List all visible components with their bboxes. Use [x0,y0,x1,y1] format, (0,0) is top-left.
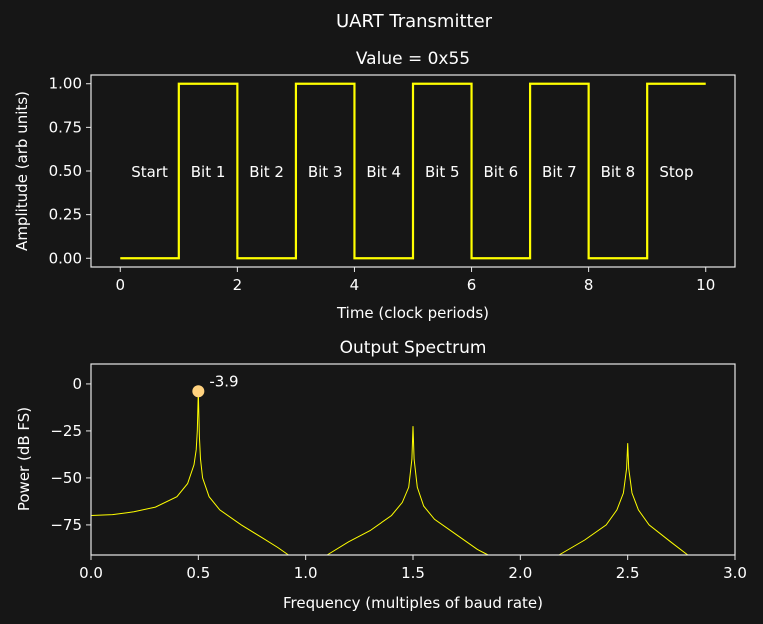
spectrum-line-segment [558,443,689,556]
bottom-y-axis-label: Power (dB FS) [15,407,33,511]
y-tick-label: 0 [72,375,82,393]
spectrum-line-segment [326,426,489,556]
x-tick-label: 6 [467,276,477,294]
bit-label: Bit 6 [483,163,518,181]
bit-label: Bit 2 [249,163,284,181]
x-tick-label: 0 [115,276,125,294]
y-tick-label: 0.25 [49,206,82,224]
bit-label: Bit 7 [542,163,577,181]
x-tick-label: 10 [696,276,715,294]
bit-label: Bit 8 [601,163,636,181]
y-tick-label: 0.50 [49,162,82,180]
x-tick-label: 8 [584,276,594,294]
x-tick-label: 3.0 [723,564,747,582]
top-chart-title: Value = 0x55 [356,49,470,69]
top-x-axis-label: Time (clock periods) [336,304,489,322]
y-tick-label: 0.00 [49,249,82,267]
bit-label: Stop [659,163,693,181]
x-tick-label: 2 [233,276,243,294]
bottom-x-axis-label: Frequency (multiples of baud rate) [283,594,543,612]
x-tick-label: 4 [350,276,360,294]
bit-label: Bit 3 [308,163,343,181]
x-tick-label: 2.5 [616,564,640,582]
peak-value-label: -3.9 [209,372,238,390]
bit-label: Bit 5 [425,163,460,181]
bit-label: Bit 1 [191,163,226,181]
x-tick-label: 0.0 [79,564,103,582]
spectrum-axes: Output Spectrum Frequency (multiples of … [15,338,747,612]
bottom-axes-frame [90,363,736,556]
time-domain-axes: Value = 0x55 Time (clock periods) Amplit… [13,49,736,322]
x-tick-label: 2.0 [508,564,532,582]
x-tick-label: 1.5 [401,564,425,582]
y-tick-label: 0.75 [49,118,82,136]
y-tick-label: 1.00 [49,75,82,93]
bit-label: Bit 4 [366,163,401,181]
uart-signal-line [120,82,706,260]
bit-label: Start [131,163,168,181]
y-tick-label: −50 [50,469,82,487]
peak-marker [192,385,205,398]
bottom-chart-title: Output Spectrum [340,338,487,358]
y-tick-label: −25 [50,422,82,440]
figure-title: UART Transmitter [336,11,493,32]
top-y-axis-label: Amplitude (arb units) [13,91,31,251]
x-tick-label: 1.0 [294,564,318,582]
y-tick-label: −75 [50,516,82,534]
top-axes-frame [90,74,736,268]
x-tick-label: 0.5 [186,564,210,582]
